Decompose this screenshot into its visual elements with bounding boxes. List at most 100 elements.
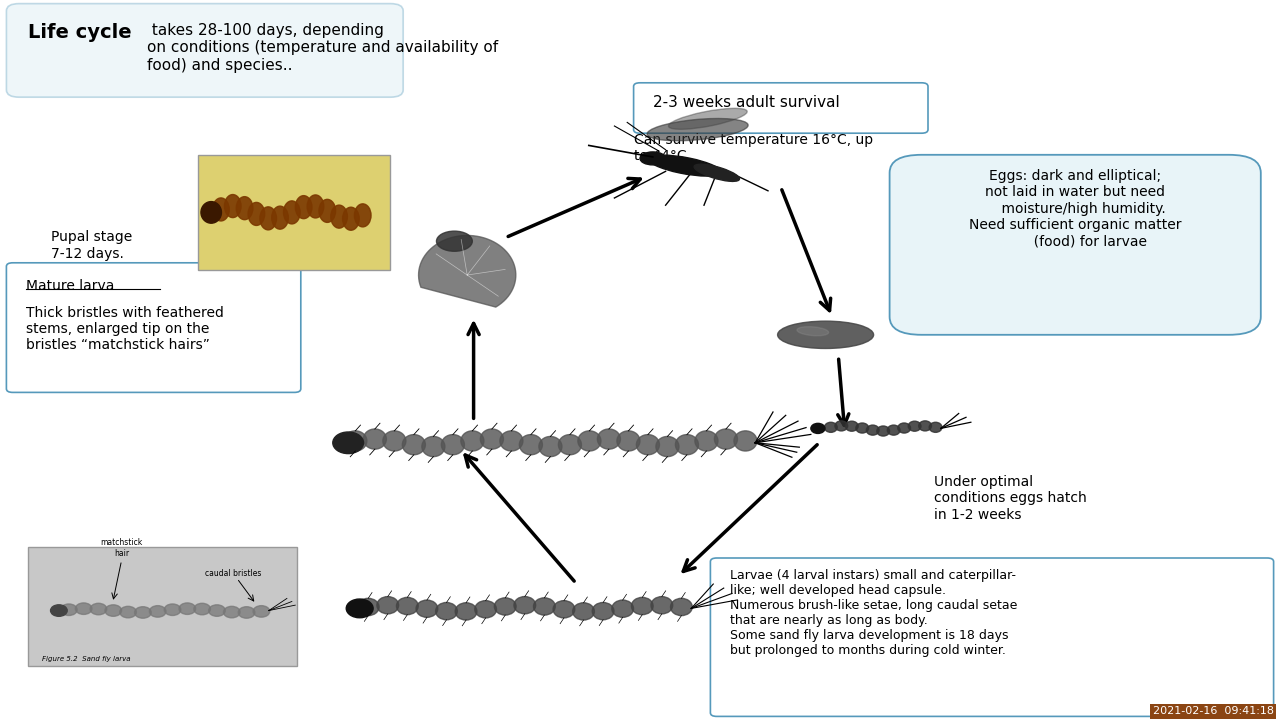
Ellipse shape — [456, 603, 477, 620]
Ellipse shape — [812, 423, 826, 433]
Ellipse shape — [636, 435, 659, 455]
Ellipse shape — [877, 426, 890, 436]
Text: takes 28-100 days, depending
on conditions (temperature and availability of
food: takes 28-100 days, depending on conditio… — [147, 23, 498, 73]
Ellipse shape — [887, 425, 900, 435]
Text: Can survive temperature 16°C, up
to 44°C,: Can survive temperature 16°C, up to 44°C… — [634, 133, 873, 163]
Text: 2021-02-16  09:41:18: 2021-02-16 09:41:18 — [1152, 706, 1274, 716]
Ellipse shape — [631, 598, 653, 615]
Ellipse shape — [598, 429, 621, 449]
Ellipse shape — [500, 431, 524, 451]
Ellipse shape — [333, 432, 364, 454]
Ellipse shape — [134, 607, 151, 618]
Text: Thick bristles with feathered
stems, enlarged tip on the
bristles “matchstick ha: Thick bristles with feathered stems, enl… — [26, 306, 224, 352]
Ellipse shape — [695, 431, 718, 451]
Ellipse shape — [572, 603, 594, 620]
Ellipse shape — [835, 421, 847, 431]
Text: Larvae (4 larval instars) small and caterpillar-
like; well developed head capsu: Larvae (4 larval instars) small and cate… — [730, 569, 1018, 657]
Text: Mature larva: Mature larva — [26, 279, 114, 293]
Ellipse shape — [150, 606, 166, 617]
Text: Life cycle: Life cycle — [28, 23, 132, 42]
Ellipse shape — [179, 603, 196, 614]
Ellipse shape — [422, 436, 445, 456]
Ellipse shape — [330, 205, 347, 228]
Ellipse shape — [296, 196, 312, 219]
Ellipse shape — [655, 436, 678, 456]
Ellipse shape — [845, 421, 858, 431]
Ellipse shape — [649, 155, 721, 176]
FancyBboxPatch shape — [6, 4, 403, 97]
Ellipse shape — [617, 431, 640, 451]
Ellipse shape — [824, 422, 837, 432]
Ellipse shape — [307, 195, 324, 218]
Ellipse shape — [416, 600, 438, 617]
Ellipse shape — [51, 605, 67, 616]
Ellipse shape — [553, 600, 575, 618]
Ellipse shape — [435, 603, 457, 620]
Ellipse shape — [919, 421, 932, 431]
Ellipse shape — [120, 606, 137, 618]
FancyBboxPatch shape — [634, 83, 928, 133]
Ellipse shape — [224, 606, 241, 618]
Ellipse shape — [60, 604, 77, 616]
Text: Figure 5.2  Sand fly larva: Figure 5.2 Sand fly larva — [42, 656, 131, 662]
Text: matchstick
hair: matchstick hair — [100, 539, 143, 558]
Ellipse shape — [376, 597, 398, 614]
Ellipse shape — [897, 423, 910, 433]
Ellipse shape — [593, 603, 614, 620]
Ellipse shape — [577, 431, 600, 451]
Ellipse shape — [778, 321, 874, 348]
Ellipse shape — [856, 423, 869, 433]
Text: caudal bristles: caudal bristles — [205, 569, 261, 578]
Ellipse shape — [90, 603, 106, 615]
Ellipse shape — [909, 421, 922, 431]
Ellipse shape — [652, 597, 673, 614]
Ellipse shape — [668, 108, 748, 130]
Ellipse shape — [402, 435, 425, 455]
Ellipse shape — [676, 435, 699, 455]
Ellipse shape — [253, 606, 270, 617]
Ellipse shape — [612, 600, 634, 617]
Ellipse shape — [364, 429, 387, 449]
Ellipse shape — [539, 436, 562, 456]
Ellipse shape — [475, 600, 497, 618]
FancyBboxPatch shape — [28, 547, 297, 666]
Text: Pupal stage
7-12 days.: Pupal stage 7-12 days. — [51, 230, 132, 261]
Ellipse shape — [534, 598, 556, 615]
Ellipse shape — [520, 435, 543, 455]
Ellipse shape — [201, 202, 221, 223]
Ellipse shape — [648, 119, 748, 140]
Ellipse shape — [344, 431, 367, 451]
Ellipse shape — [164, 604, 180, 616]
Ellipse shape — [212, 198, 229, 221]
Ellipse shape — [224, 194, 241, 217]
Ellipse shape — [714, 429, 737, 449]
Ellipse shape — [515, 597, 536, 614]
Ellipse shape — [397, 598, 419, 615]
Ellipse shape — [733, 431, 756, 451]
Ellipse shape — [694, 164, 740, 181]
FancyBboxPatch shape — [710, 558, 1274, 716]
Ellipse shape — [343, 207, 360, 230]
Ellipse shape — [347, 599, 374, 618]
Ellipse shape — [355, 204, 371, 227]
Ellipse shape — [436, 231, 472, 251]
Text: Eggs: dark and elliptical;
not laid in water but need
    moisture/high humidity: Eggs: dark and elliptical; not laid in w… — [969, 169, 1181, 248]
Ellipse shape — [260, 207, 276, 230]
Ellipse shape — [640, 152, 666, 165]
Ellipse shape — [105, 605, 122, 616]
Ellipse shape — [238, 607, 255, 618]
Ellipse shape — [271, 206, 288, 229]
Ellipse shape — [383, 431, 406, 451]
FancyBboxPatch shape — [890, 155, 1261, 335]
Ellipse shape — [248, 202, 265, 225]
Polygon shape — [419, 235, 516, 307]
Ellipse shape — [284, 201, 300, 224]
Ellipse shape — [929, 422, 942, 432]
Ellipse shape — [797, 327, 828, 336]
FancyBboxPatch shape — [6, 263, 301, 392]
Ellipse shape — [671, 598, 692, 616]
Text: Under optimal
conditions eggs hatch
in 1-2 weeks: Under optimal conditions eggs hatch in 1… — [934, 475, 1087, 521]
Text: 2-3 weeks adult survival: 2-3 weeks adult survival — [653, 95, 840, 110]
Ellipse shape — [494, 598, 516, 615]
Ellipse shape — [319, 199, 335, 222]
